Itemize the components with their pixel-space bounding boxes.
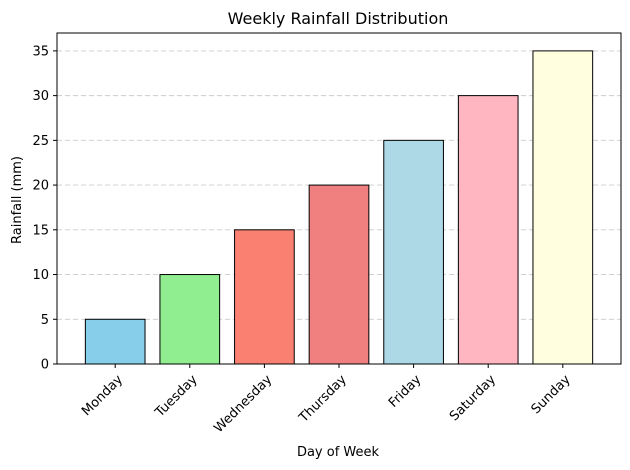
x-tick-label: Monday <box>79 372 126 419</box>
bars <box>84 50 594 365</box>
y-tick-label: 5 <box>41 313 49 328</box>
bar-sunday <box>532 50 594 365</box>
y-tick-label: 25 <box>32 134 49 149</box>
bar-wednesday <box>234 229 295 365</box>
bar-monday <box>84 318 146 365</box>
y-tick-label: 10 <box>32 268 49 283</box>
x-tick-label: Tuesday <box>152 372 201 421</box>
x-tick-label: Friday <box>386 372 425 411</box>
bar-saturday <box>457 95 519 365</box>
y-tick-label: 30 <box>32 89 49 104</box>
x-axis-ticks: Monday Tuesday Wednesday Thursday Friday Satu… <box>79 364 574 436</box>
y-axis-label: Rainfall (mm) <box>10 156 25 244</box>
y-tick-label: 0 <box>41 358 49 373</box>
y-tick-label: 20 <box>32 179 49 194</box>
x-tick-label: Wednesday <box>211 372 275 436</box>
bar-tuesday <box>159 274 221 365</box>
y-axis-ticks: 0 5 10 15 20 25 30 35 <box>32 44 57 373</box>
y-tick-label: 15 <box>32 223 49 238</box>
x-tick-label: Thursday <box>296 372 350 426</box>
x-tick-label: Saturday <box>447 372 499 424</box>
bar-friday <box>383 139 444 365</box>
y-tick-label: 35 <box>32 44 49 59</box>
x-axis-label: Day of Week <box>297 445 380 460</box>
x-tick-label: Sunday <box>529 372 574 417</box>
chart-title: Weekly Rainfall Distribution <box>228 9 449 28</box>
bar-thursday <box>308 184 370 365</box>
